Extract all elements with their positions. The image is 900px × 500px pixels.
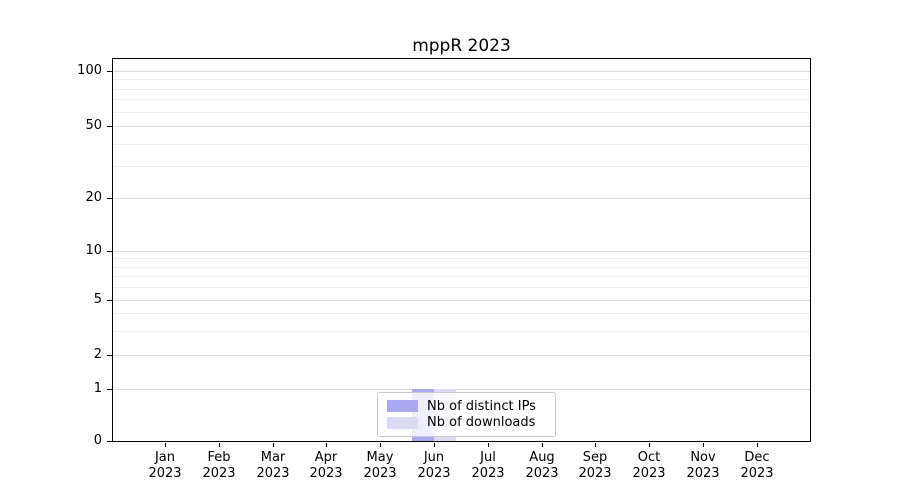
minor-gridline [113, 276, 810, 277]
minor-gridline [113, 79, 810, 80]
major-gridline [113, 300, 810, 301]
minor-gridline [113, 267, 810, 268]
y-tick-label: 100 [77, 63, 102, 78]
x-tick-mark [165, 443, 166, 447]
legend-label-downloads: Nb of downloads [427, 415, 536, 431]
x-tick-mark [326, 443, 327, 447]
minor-gridline [113, 166, 810, 167]
x-tick-label: Sep 2023 [578, 450, 612, 481]
minor-gridline [113, 313, 810, 314]
legend-item-distinct-ips: Nb of distinct IPs [387, 399, 546, 414]
y-tick-label: 2 [93, 347, 102, 362]
minor-gridline [113, 144, 810, 145]
legend-item-downloads: Nb of downloads [387, 415, 546, 430]
major-gridline [113, 71, 810, 72]
major-gridline [113, 198, 810, 199]
x-tick-mark [273, 443, 274, 447]
x-tick-label: Nov 2023 [686, 450, 720, 481]
plot-canvas: Nb of distinct IPs Nb of downloads [113, 59, 810, 441]
x-tick-label: Apr 2023 [309, 450, 343, 481]
x-tick-mark [380, 443, 381, 447]
x-tick-label: Mar 2023 [256, 450, 290, 481]
y-tick-mark [107, 441, 112, 442]
y-tick-mark [107, 389, 112, 390]
legend-label-distinct-ips: Nb of distinct IPs [427, 398, 536, 414]
y-tick-label: 5 [93, 292, 102, 307]
y-tick-mark [107, 300, 112, 301]
legend-swatch-downloads-icon [387, 416, 418, 429]
x-tick-label: Jun 2023 [417, 450, 451, 481]
y-tick-mark [107, 355, 112, 356]
x-tick-mark [703, 443, 704, 447]
y-tick-label: 20 [85, 190, 102, 205]
y-tick-label: 0 [93, 433, 102, 448]
major-gridline [113, 126, 810, 127]
x-tick-label: Jul 2023 [471, 450, 505, 481]
x-tick-label: Dec 2023 [740, 450, 774, 481]
y-tick-mark [107, 198, 112, 199]
x-tick-mark [757, 443, 758, 447]
x-tick-label: Jan 2023 [148, 450, 182, 481]
x-tick-mark [434, 443, 435, 447]
x-tick-mark [219, 443, 220, 447]
minor-gridline [113, 331, 810, 332]
x-tick-label: Oct 2023 [632, 450, 666, 481]
x-tick-mark [649, 443, 650, 447]
minor-gridline [113, 287, 810, 288]
x-tick-mark [488, 443, 489, 447]
plot-area: Nb of distinct IPs Nb of downloads [112, 58, 811, 442]
x-tick-label: May 2023 [363, 450, 397, 481]
legend-swatch-distinct-ips-icon [387, 400, 418, 413]
y-tick-mark [107, 126, 112, 127]
legend: Nb of distinct IPs Nb of downloads [377, 392, 556, 437]
x-tick-mark [542, 443, 543, 447]
chart-title: mppR 2023 [412, 36, 511, 56]
y-tick-label: 50 [85, 118, 102, 133]
minor-gridline [113, 258, 810, 259]
minor-gridline [113, 89, 810, 90]
x-tick-mark [595, 443, 596, 447]
y-tick-label: 1 [93, 381, 102, 396]
minor-gridline [113, 112, 810, 113]
major-gridline [113, 355, 810, 356]
x-tick-label: Aug 2023 [525, 450, 559, 481]
major-gridline [113, 251, 810, 252]
y-tick-mark [107, 251, 112, 252]
x-tick-label: Feb 2023 [202, 450, 236, 481]
y-tick-label: 10 [85, 243, 102, 258]
minor-gridline [113, 99, 810, 100]
y-tick-mark [107, 71, 112, 72]
major-gridline [113, 389, 810, 390]
